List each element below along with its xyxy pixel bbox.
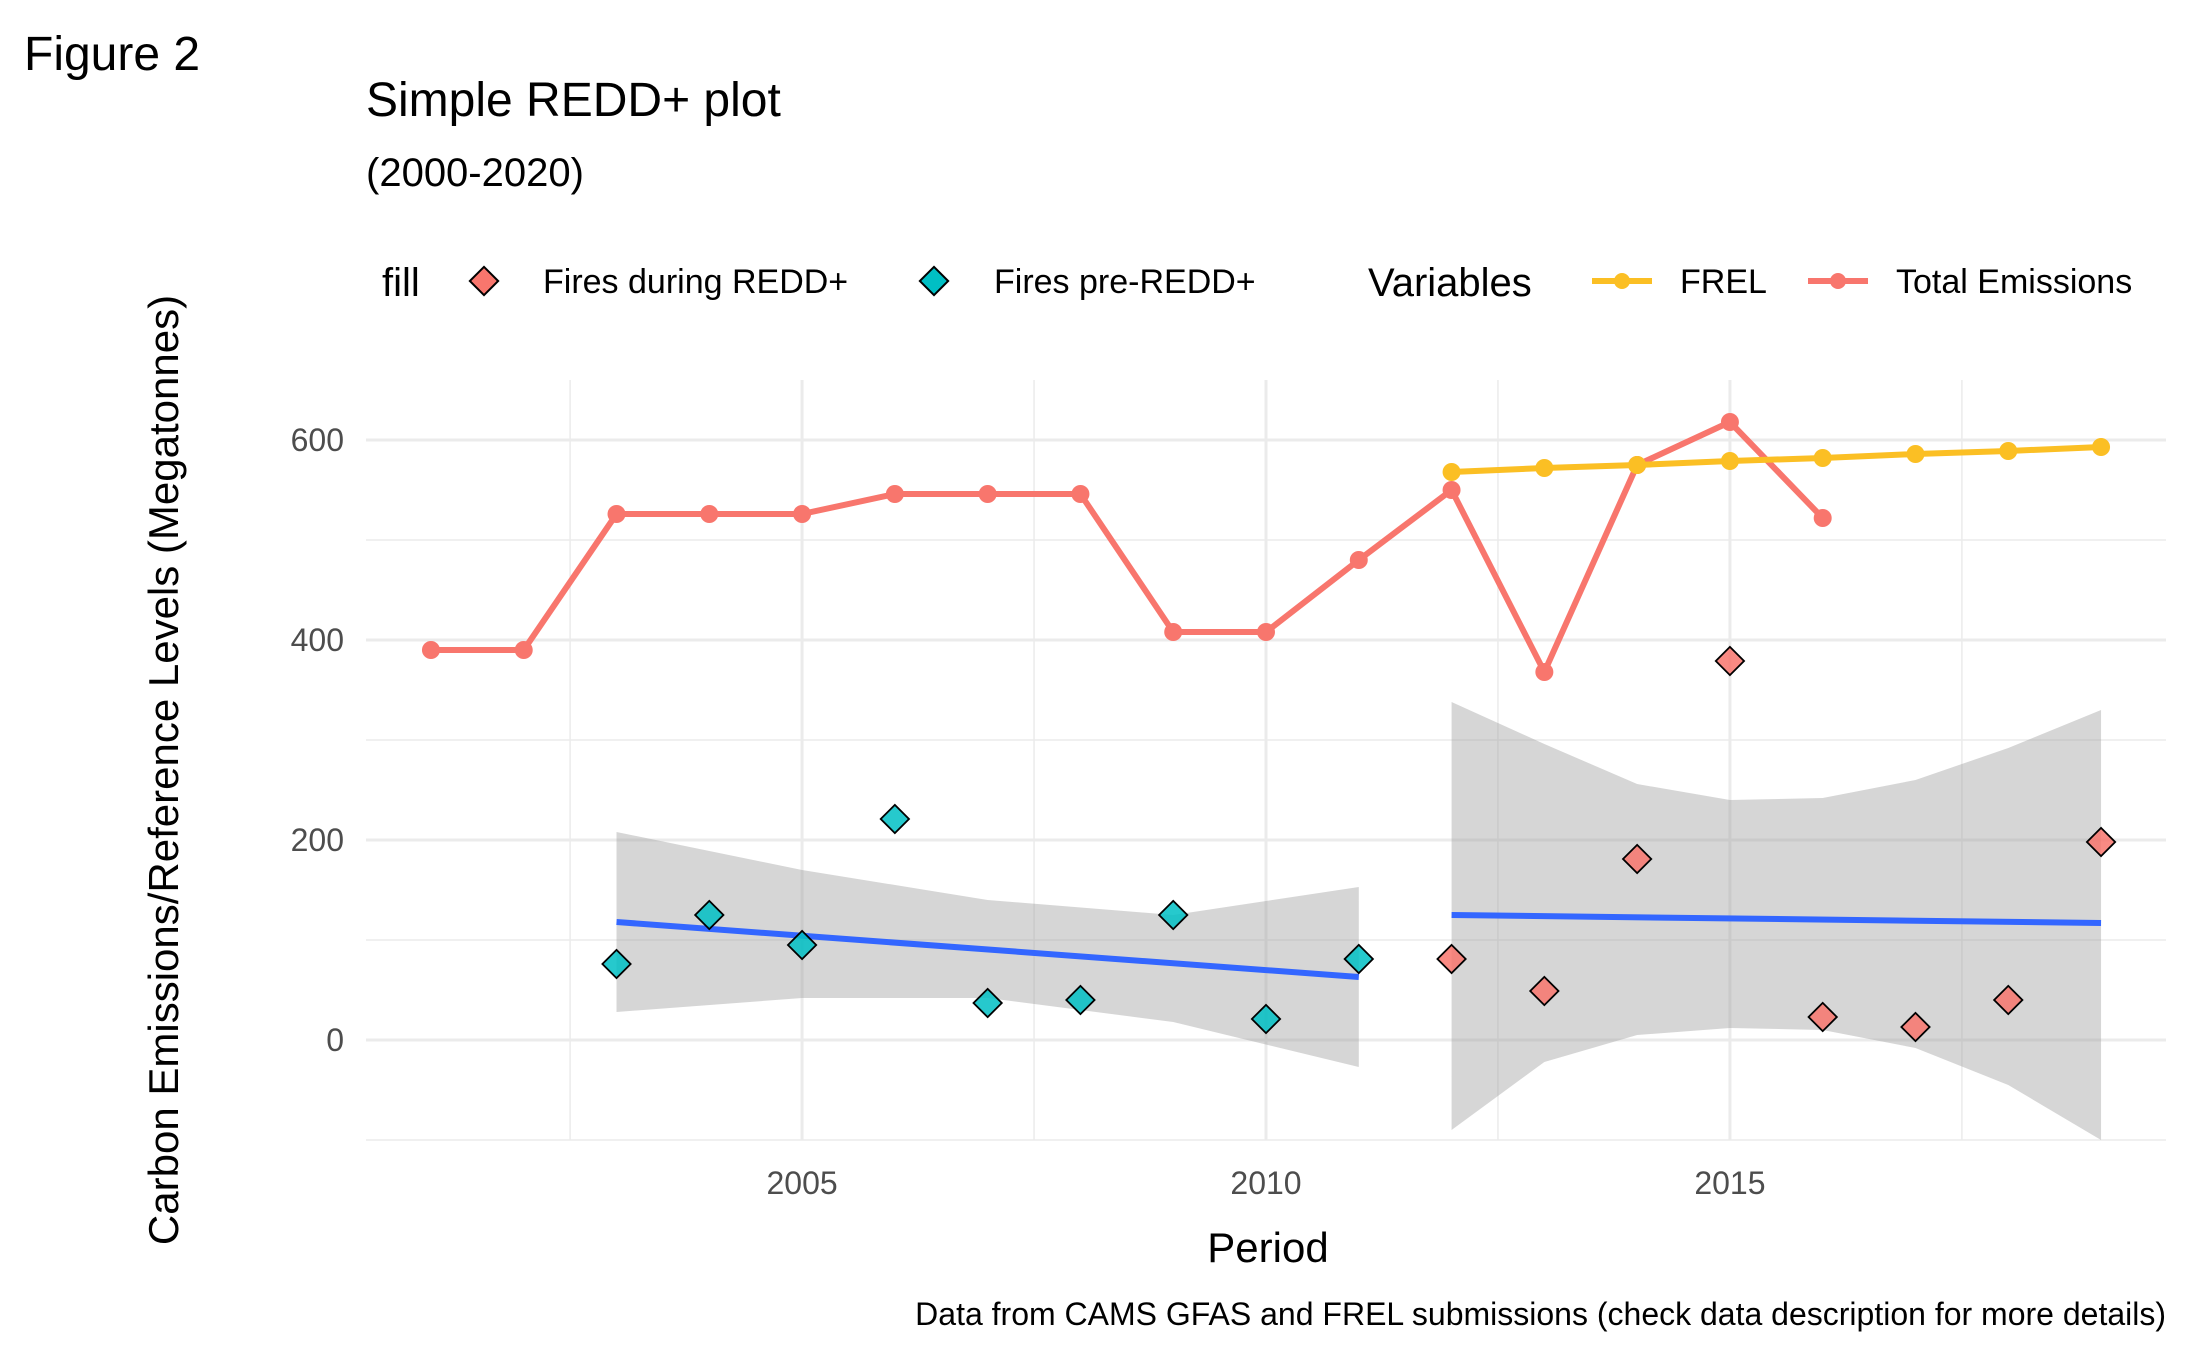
scatter-point-fires-during-redd-: [1436, 943, 1467, 975]
point-total-emissions: [1257, 623, 1275, 641]
series-line-frel: [1448, 444, 2105, 475]
series-line-total-emissions: [427, 419, 1826, 675]
legend-fill-swatch-pre: [918, 265, 950, 297]
point-total-emissions: [421, 641, 440, 659]
legend-fill-label-during: Fires during REDD+: [543, 263, 848, 301]
y-tick-label: 400: [291, 622, 344, 658]
chart-caption: Data from CAMS GFAS and FREL submissions…: [915, 1296, 2166, 1332]
trend-line-1: [616, 919, 1360, 980]
point-frel: [1720, 452, 1739, 470]
chart-subtitle: (2000-2020): [366, 151, 584, 195]
point-total-emissions: [607, 505, 626, 523]
y-axis-title: Carbon Emissions/Reference Levels (Megat…: [140, 295, 187, 1245]
y-tick-label: 200: [291, 822, 344, 858]
figure-label: Figure 2: [24, 28, 200, 81]
scatter-point-fires-pre-redd-: [879, 803, 911, 835]
chart-title: Simple REDD+ plot: [366, 74, 781, 127]
y-tick-label: 0: [326, 1022, 344, 1058]
scatter-point-fires-pre-redd-: [972, 987, 1004, 1019]
legend-fill-label-pre: Fires pre-REDD+: [994, 263, 1256, 301]
point-total-emissions: [1535, 663, 1554, 681]
point-frel: [1442, 463, 1461, 481]
scatter-point-fires-during-redd-: [1621, 843, 1653, 875]
point-total-emissions: [1720, 413, 1739, 431]
scatter-point-fires-pre-redd-: [1157, 899, 1189, 931]
legend-variables-title: Variables: [1368, 261, 1532, 305]
legend-line-label-total: Total Emissions: [1896, 263, 2132, 301]
point-total-emissions: [978, 485, 997, 503]
point-frel: [1999, 442, 2018, 460]
legend-line-label-frel: FREL: [1680, 263, 1767, 301]
scatter-point-fires-during-redd-: [1714, 645, 1746, 677]
scatter-point-fires-pre-redd-: [601, 948, 632, 980]
point-total-emissions: [1442, 481, 1461, 499]
point-frel: [1813, 449, 1832, 467]
scatter-point-fires-pre-redd-: [1250, 1003, 1282, 1035]
legend: fill Fires during REDD+ Fires pre-REDD+ …: [382, 261, 2132, 305]
x-tick-label: 2005: [766, 1165, 837, 1201]
point-frel: [1628, 456, 1647, 474]
scatter-point-fires-pre-redd-: [1065, 984, 1096, 1016]
scatter-point-fires-during-redd-: [1992, 984, 2024, 1016]
scatter-point-fires-during-redd-: [1900, 1011, 1931, 1043]
point-total-emissions: [1349, 551, 1368, 569]
scatter-point-fires-pre-redd-: [1343, 943, 1375, 975]
trend-line-2: [1451, 912, 2102, 926]
plot-area: 0 200 400 600 2005 2010 2015: [291, 380, 2166, 1201]
point-total-emissions: [793, 505, 812, 523]
point-total-emissions: [1164, 623, 1183, 641]
x-tick-label: 2015: [1694, 1165, 1765, 1201]
legend-fill-title: fill: [382, 261, 420, 305]
scatter-point-fires-pre-redd-: [693, 899, 725, 931]
point-frel: [1535, 459, 1554, 477]
legend-point-swatch-frel: [1614, 273, 1630, 289]
scatter-point-fires-during-redd-: [2085, 826, 2117, 858]
legend-point-swatch-total: [1830, 273, 1846, 289]
point-total-emissions: [1813, 509, 1832, 527]
scatter-point-fires-during-redd-: [1528, 975, 1560, 1007]
scatter-point-fires-during-redd-: [1807, 1001, 1839, 1033]
legend-fill-swatch-during: [468, 265, 500, 297]
point-total-emissions: [1071, 485, 1090, 503]
point-total-emissions: [700, 505, 719, 523]
scatter-point-fires-pre-redd-: [786, 929, 818, 961]
point-frel: [1906, 445, 1925, 463]
y-tick-label: 600: [291, 422, 344, 458]
point-total-emissions: [514, 641, 533, 659]
point-frel: [2092, 438, 2111, 456]
x-axis-title: Period: [1207, 1224, 1328, 1271]
x-tick-label: 2010: [1230, 1165, 1301, 1201]
point-total-emissions: [885, 485, 904, 503]
